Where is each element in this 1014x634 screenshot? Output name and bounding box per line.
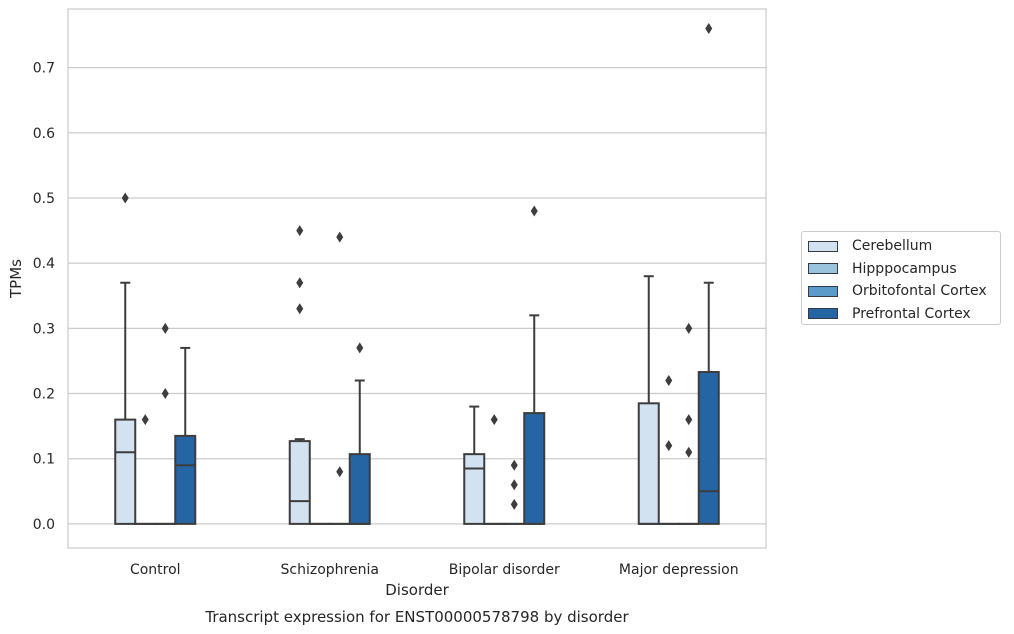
box-body [348,453,371,525]
y-tick-label: 0.2 [33,387,55,403]
box-orbitofontal-cortex [154,322,177,525]
outlier-point [685,414,693,426]
box-cerebellum [637,275,660,525]
y-tick-label: 0.5 [33,191,55,207]
y-axis-ticks: 0.0 0.1 0.2 0.3 0.4 0.5 0.6 0.7 [33,61,55,533]
y-tick-label: 0.6 [33,126,55,142]
outlier-point [296,225,304,237]
box-prefrontal-cortex [348,342,371,525]
outlier-point [510,459,518,471]
outlier-point [510,479,518,491]
legend-swatch [808,240,838,252]
box-body [637,402,660,525]
box-body [288,440,311,525]
legend-label: Prefrontal Cortex [852,305,971,322]
x-axis-label: Disorder [385,581,449,599]
outlier-point [336,231,344,243]
legend-item: Orbitofontal Cortex [808,281,987,301]
box-cerebellum [288,225,311,525]
outlier-point [356,342,364,354]
legend-item: Cerebellum [808,236,932,256]
legend-swatch [808,263,838,274]
chart-title: Transcript expression for ENST0000057879… [204,608,629,626]
legend-label: Orbitofontal Cortex [852,283,987,299]
legend: Cerebellum Hipppocampus Orbitofontal Corte… [801,231,1001,325]
outlier-point [141,414,149,426]
legend-swatch [808,308,838,319]
legend-item: Hipppocampus [808,259,957,279]
y-tick-label: 0.4 [33,256,55,272]
x-tick-label: Control [130,562,181,578]
box-orbitofontal-cortex [503,459,526,525]
x-tick-label: Bipolar disorder [449,562,560,578]
outlier-point [510,498,518,510]
outlier-point [121,192,129,204]
x-tick-label: Major depression [619,562,739,578]
box-body [114,418,137,525]
x-tick-label: Schizophrenia [281,562,379,578]
box-orbitofontal-cortex [328,231,351,525]
outlier-point [705,23,713,35]
outlier-point [490,414,498,426]
legend-swatch [808,285,838,297]
box-prefrontal-cortex [174,346,197,525]
legend-item: Prefrontal Cortex [808,304,971,324]
box-hipppocampus [657,374,680,525]
box-cerebellum [463,405,486,525]
y-tick-label: 0.1 [33,452,55,468]
legend-label: Hipppocampus [852,260,957,277]
box-prefrontal-cortex [697,23,720,525]
plot-area-frame [67,8,767,549]
box-prefrontal-cortex [523,205,546,525]
y-tick-label: 0.7 [33,61,55,77]
outlier-point [665,374,673,386]
box-body [697,371,720,525]
box-body [174,434,197,525]
box-hipppocampus [134,414,157,525]
outlier-point [685,446,693,458]
legend-label: Cerebellum [852,238,933,254]
outlier-point [161,322,169,334]
outlier-point [665,440,673,452]
box-orbitofontal-cortex [677,322,700,525]
y-axis-label: TPMs [7,259,25,299]
outlier-point [161,388,169,400]
x-axis-ticks: Control Schizophrenia Bipolar disorder Majo… [130,562,739,578]
outlier-point [296,277,304,289]
outlier-point [530,205,538,217]
y-tick-label: 0.3 [33,321,55,337]
box-cerebellum [114,192,137,525]
box-body [463,453,486,525]
boxes-layer [114,23,720,525]
outlier-point [296,303,304,315]
y-tick-label: 0.0 [33,517,55,533]
outlier-point [336,466,344,478]
grid-lines [68,67,766,525]
box-body [523,412,546,525]
box-hipppocampus [483,414,506,525]
outlier-point [685,322,693,334]
